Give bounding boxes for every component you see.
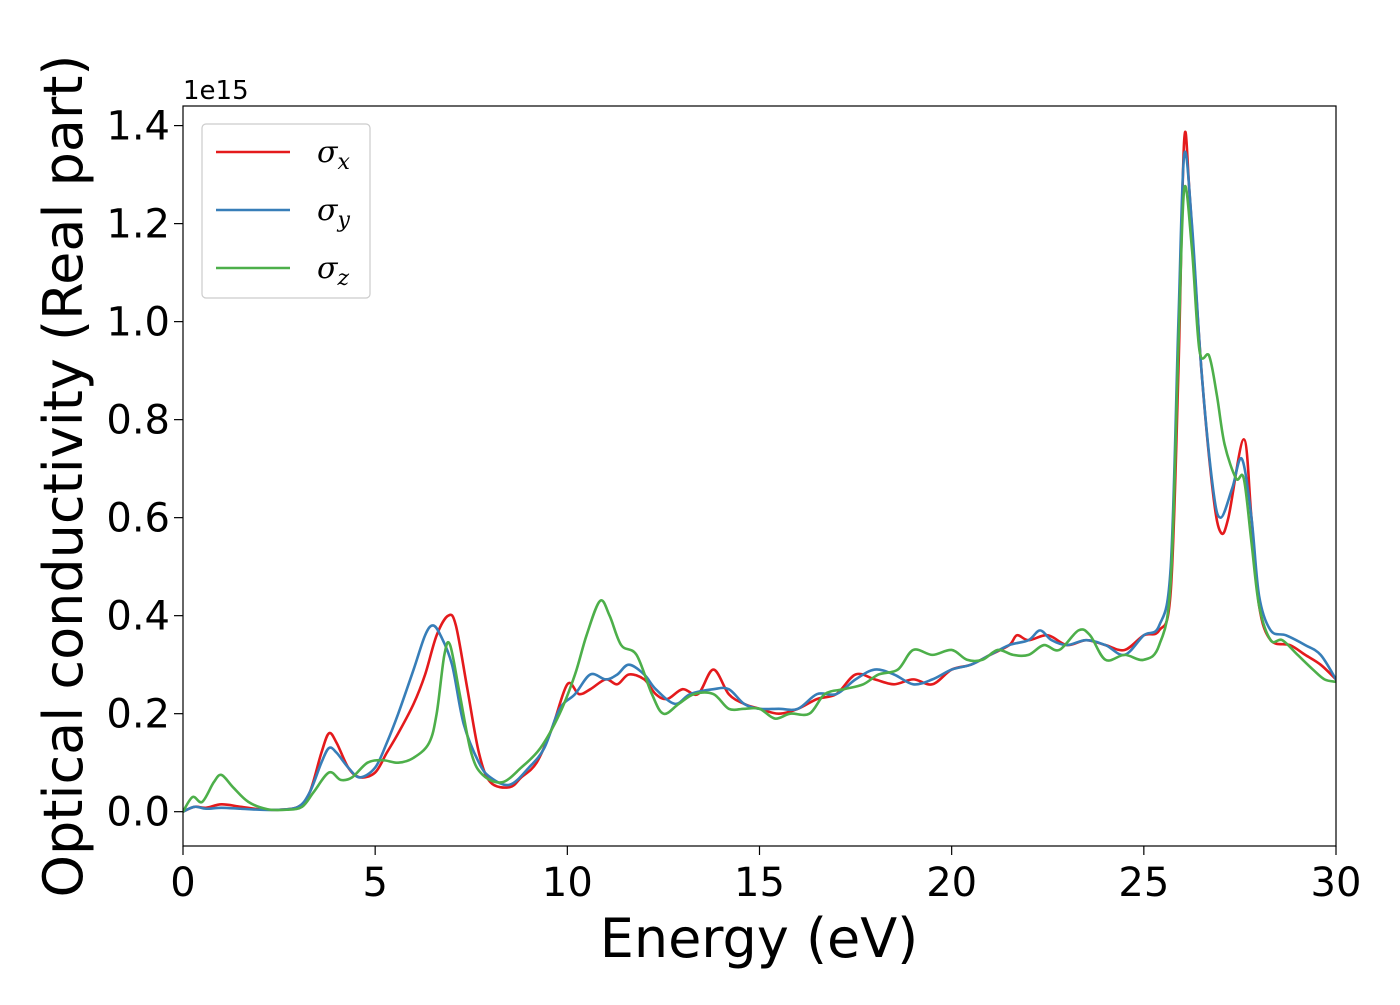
legend: σx σy σz (201, 123, 371, 299)
y-axis: 0.0 0.2 0.4 0.6 0.8 1.0 1.2 1.4 (106, 104, 183, 836)
y-tick-label: 0.8 (106, 398, 170, 444)
x-tick-label: 15 (734, 860, 785, 906)
x-tick-label: 10 (542, 860, 593, 906)
y-tick-label: 0.4 (106, 594, 170, 640)
series-line-sigma-z (183, 184, 1336, 813)
series-layer (183, 130, 1336, 813)
x-axis: 0 5 10 15 20 25 30 (170, 846, 1361, 906)
x-tick-label: 5 (362, 860, 387, 906)
y-tick-label: 0.2 (106, 692, 170, 738)
x-axis-title: Energy (eV) (600, 907, 919, 970)
x-tick-label: 20 (926, 860, 977, 906)
y-tick-label: 1.2 (106, 202, 170, 248)
y-offset-label: 1e15 (183, 76, 249, 106)
x-tick-label: 30 (1311, 860, 1362, 906)
y-tick-label: 0.0 (106, 790, 170, 836)
legend-label: σz (317, 251, 349, 291)
x-tick-label: 0 (170, 860, 195, 906)
x-tick-label: 25 (1118, 860, 1169, 906)
plot-area (183, 106, 1336, 846)
y-tick-label: 1.4 (106, 104, 170, 150)
legend-label: σy (317, 193, 350, 233)
legend-label: σx (317, 135, 350, 175)
y-tick-label: 1.0 (106, 300, 170, 346)
y-axis-title: Optical conductivity (Real part) (32, 55, 95, 898)
y-tick-label: 0.6 (106, 496, 170, 542)
